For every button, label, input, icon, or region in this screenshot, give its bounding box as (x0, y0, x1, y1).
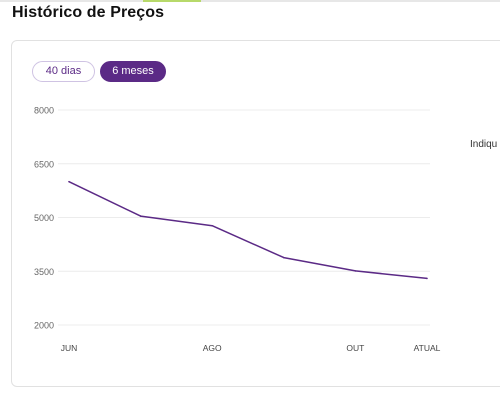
x-tick-label: JUN (61, 343, 78, 353)
top-divider (0, 0, 500, 2)
data-point (283, 256, 285, 259)
active-tab-indicator (143, 0, 201, 2)
price-history-card (11, 40, 500, 387)
side-panel-text: Indiqu (470, 139, 498, 150)
data-point (139, 215, 142, 217)
y-tick-label: 3500 (34, 267, 54, 277)
data-point (426, 277, 428, 280)
data-point (68, 180, 70, 183)
x-tick-label: OUT (346, 343, 364, 353)
y-tick-label: 8000 (34, 106, 54, 116)
x-tick-label: AGO (203, 343, 222, 353)
filter-6-months-button[interactable]: 6 meses (100, 61, 166, 82)
price-series-line (68, 181, 428, 280)
y-tick-label: 5000 (34, 213, 54, 223)
filter-40-days-button[interactable]: 40 dias (32, 61, 95, 82)
data-point (211, 224, 213, 227)
x-tick-label: ATUAL (414, 343, 441, 353)
y-tick-label: 2000 (34, 321, 54, 331)
page-title: Histórico de Preços (12, 4, 165, 21)
data-point (354, 270, 357, 272)
y-tick-label: 6500 (34, 159, 54, 169)
